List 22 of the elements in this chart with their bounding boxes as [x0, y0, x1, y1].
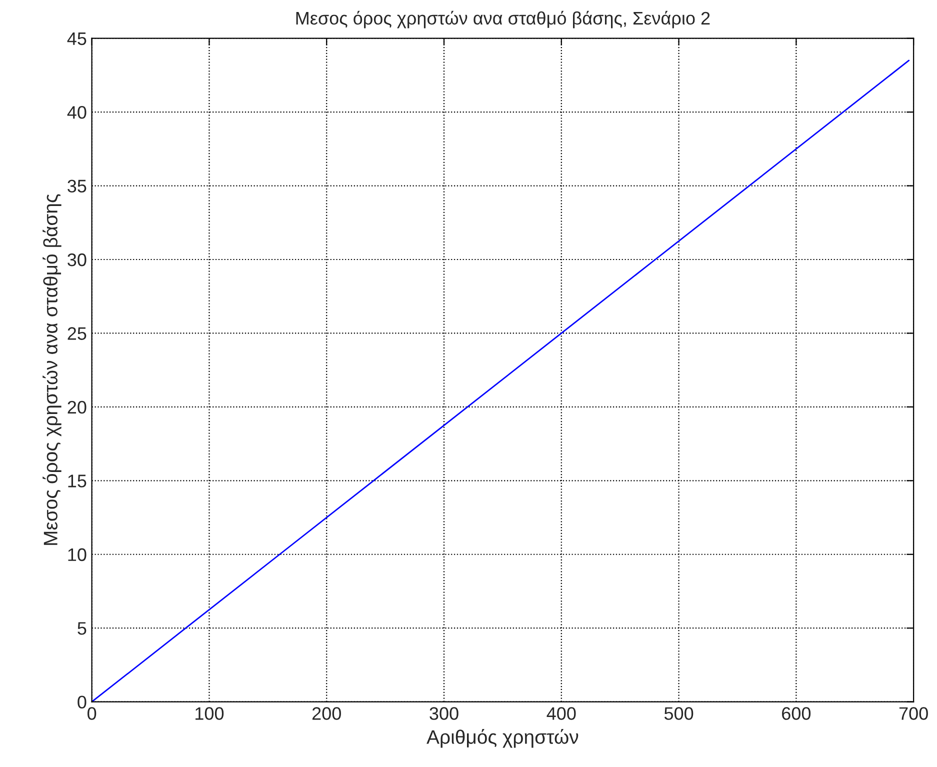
- y-tick-label: 30: [68, 253, 86, 266]
- x-axis-title: Αριθμός χρηστών: [426, 729, 578, 748]
- y-tick-label: 10: [68, 548, 86, 562]
- x-tick-label: 700: [899, 707, 928, 720]
- y-tick-label: 45: [67, 32, 86, 46]
- y-tick-label: 20: [68, 400, 86, 414]
- x-tick-label: 100: [196, 707, 224, 720]
- x-tick-label: 400: [546, 707, 576, 720]
- x-tick-label: 600: [782, 707, 811, 720]
- x-tick-label: 0: [88, 707, 96, 720]
- line-series: [92, 60, 910, 702]
- y-tick-label: 40: [67, 106, 86, 119]
- y-tick-label: 0: [78, 696, 86, 709]
- y-axis-title: Μεσος όρος χρηστών ανα σταθμό βάσης: [42, 194, 62, 545]
- x-tick-label: 200: [312, 707, 341, 720]
- y-tick-label: 25: [68, 327, 86, 340]
- x-tick-label: 300: [430, 707, 458, 720]
- y-tick-label: 15: [68, 474, 86, 488]
- y-tick-label: 5: [78, 622, 86, 635]
- y-tick-label: 35: [68, 180, 86, 193]
- chart-title: Μεσος όρος χρηστών ανα σταθμό βάσης, Σενάριο 2: [296, 10, 710, 28]
- x-tick-label: 500: [664, 707, 694, 720]
